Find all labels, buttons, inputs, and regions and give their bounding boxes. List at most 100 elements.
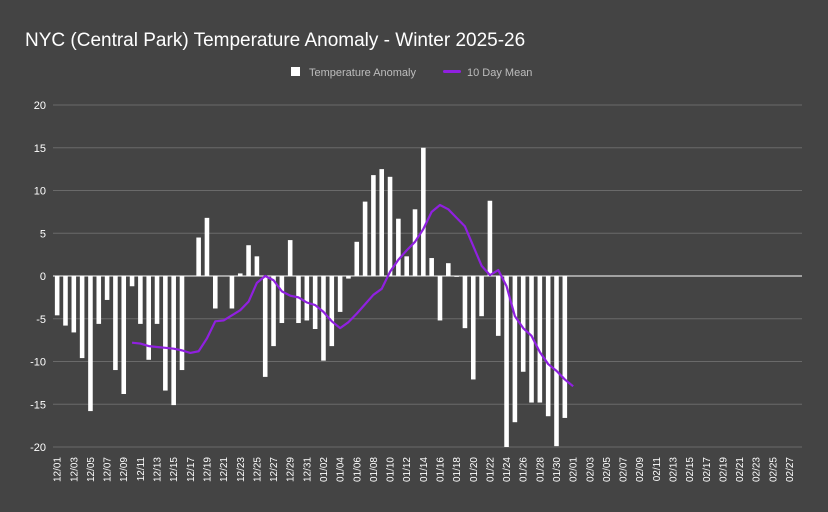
x-tick-label: 12/01	[53, 457, 64, 482]
x-tick-label: 01/20	[469, 457, 480, 482]
legend-swatch-mean	[443, 70, 461, 73]
anomaly-bar	[154, 276, 160, 324]
x-tick-label: 01/24	[502, 457, 513, 482]
anomaly-bar	[371, 175, 376, 276]
y-tick-label: -15	[30, 399, 46, 411]
x-tick-label: 01/06	[352, 457, 363, 482]
anomaly-bar	[146, 276, 151, 360]
legend-item-anomaly[interactable]: Temperature Anomaly	[291, 67, 416, 79]
anomaly-bar	[196, 237, 201, 276]
x-tick-label: 01/28	[535, 457, 546, 482]
anomaly-bars	[54, 147, 568, 447]
anomaly-bar	[329, 276, 335, 347]
gridlines	[53, 104, 802, 448]
x-tick-label: 12/17	[186, 457, 197, 482]
anomaly-bar	[529, 276, 534, 403]
anomaly-bar	[71, 276, 77, 333]
anomaly-bar	[537, 276, 543, 403]
anomaly-bar	[246, 245, 251, 276]
x-tick-label: 02/17	[702, 457, 713, 482]
anomaly-bar	[495, 276, 501, 336]
x-tick-label: 02/03	[585, 457, 596, 482]
x-tick-label: 12/09	[119, 457, 130, 482]
legend-swatch-anomaly	[291, 67, 300, 76]
anomaly-bar	[63, 276, 68, 326]
x-tick-label: 01/04	[336, 457, 347, 482]
x-tick-label: 01/12	[402, 457, 413, 482]
anomaly-bar	[212, 276, 218, 309]
anomaly-bar	[554, 276, 559, 447]
anomaly-bar	[429, 258, 434, 276]
anomaly-bar	[262, 276, 268, 377]
x-tick-label: 02/25	[768, 457, 779, 482]
x-tick-label: 02/27	[785, 457, 796, 482]
anomaly-bar	[163, 276, 168, 391]
x-tick-label: 01/10	[386, 457, 397, 482]
anomaly-bar	[254, 256, 260, 276]
y-tick-label: -10	[30, 357, 46, 369]
x-tick-label: 12/13	[153, 457, 164, 482]
anomaly-bar	[179, 276, 185, 371]
legend-label-anomaly: Temperature Anomaly	[309, 67, 416, 79]
anomaly-bar	[204, 217, 210, 276]
x-tick-label: 01/08	[369, 457, 380, 482]
x-tick-label: 02/07	[619, 457, 630, 482]
anomaly-bar	[229, 276, 235, 309]
anomaly-bar	[337, 276, 343, 312]
y-tick-label: 20	[34, 100, 46, 112]
x-tick-label: 12/11	[136, 457, 147, 482]
anomaly-bar	[237, 273, 243, 276]
anomaly-bar	[113, 276, 118, 371]
anomaly-bar	[470, 276, 476, 380]
x-tick-label: 12/29	[286, 457, 297, 482]
anomaly-bar	[404, 256, 409, 276]
x-tick-label: 12/25	[252, 457, 263, 482]
x-tick-label: 01/26	[519, 457, 530, 482]
x-tick-label: 12/31	[302, 457, 313, 482]
y-tick-label: 15	[34, 143, 46, 155]
x-tick-label: 02/15	[685, 457, 696, 482]
anomaly-bar	[312, 276, 318, 330]
anomaly-bar	[171, 276, 176, 406]
x-tick-label: 12/03	[69, 457, 80, 482]
anomaly-bar	[271, 276, 276, 347]
x-tick-label: 02/23	[752, 457, 763, 482]
x-tick-label: 12/23	[236, 457, 247, 482]
anomaly-bar	[287, 240, 293, 276]
x-tick-label: 02/19	[718, 457, 729, 482]
x-tick-label: 01/30	[552, 457, 563, 482]
x-axis-ticks: 12/01 12/03 12/05 12/07 12/09 12/11 12/13 12/15…	[53, 457, 796, 482]
anomaly-bar	[545, 276, 551, 417]
x-tick-label: 12/07	[103, 457, 114, 482]
anomaly-bar	[121, 276, 127, 394]
anomaly-bar	[346, 276, 351, 279]
anomaly-bar	[421, 147, 426, 276]
anomaly-bar	[362, 201, 368, 276]
anomaly-bar	[79, 276, 85, 359]
legend-label-mean: 10 Day Mean	[467, 67, 532, 79]
x-tick-label: 12/15	[169, 457, 180, 482]
anomaly-bar	[379, 169, 385, 276]
x-tick-label: 12/27	[269, 457, 280, 482]
x-tick-label: 02/11	[652, 457, 663, 482]
x-tick-label: 02/05	[602, 457, 613, 482]
anomaly-bar	[304, 276, 310, 321]
x-tick-label: 02/21	[735, 457, 746, 482]
y-axis-ticks: 20 15 10 5 0 -5 -10 -15 -20	[30, 100, 46, 454]
x-tick-label: 12/05	[86, 457, 97, 482]
y-tick-label: -5	[36, 314, 46, 326]
legend-item-mean[interactable]: 10 Day Mean	[443, 67, 532, 79]
anomaly-bar	[446, 263, 451, 276]
x-tick-label: 12/21	[219, 457, 230, 482]
anomaly-bar	[562, 276, 568, 418]
x-tick-label: 01/16	[435, 457, 446, 482]
x-tick-label: 02/01	[569, 457, 580, 482]
anomaly-bar	[138, 276, 143, 324]
y-tick-label: 5	[40, 228, 46, 240]
anomaly-bar	[512, 276, 518, 423]
anomaly-bar	[487, 200, 493, 276]
anomaly-bar	[479, 276, 484, 317]
anomaly-bar	[296, 276, 301, 324]
anomaly-bar	[520, 276, 526, 372]
